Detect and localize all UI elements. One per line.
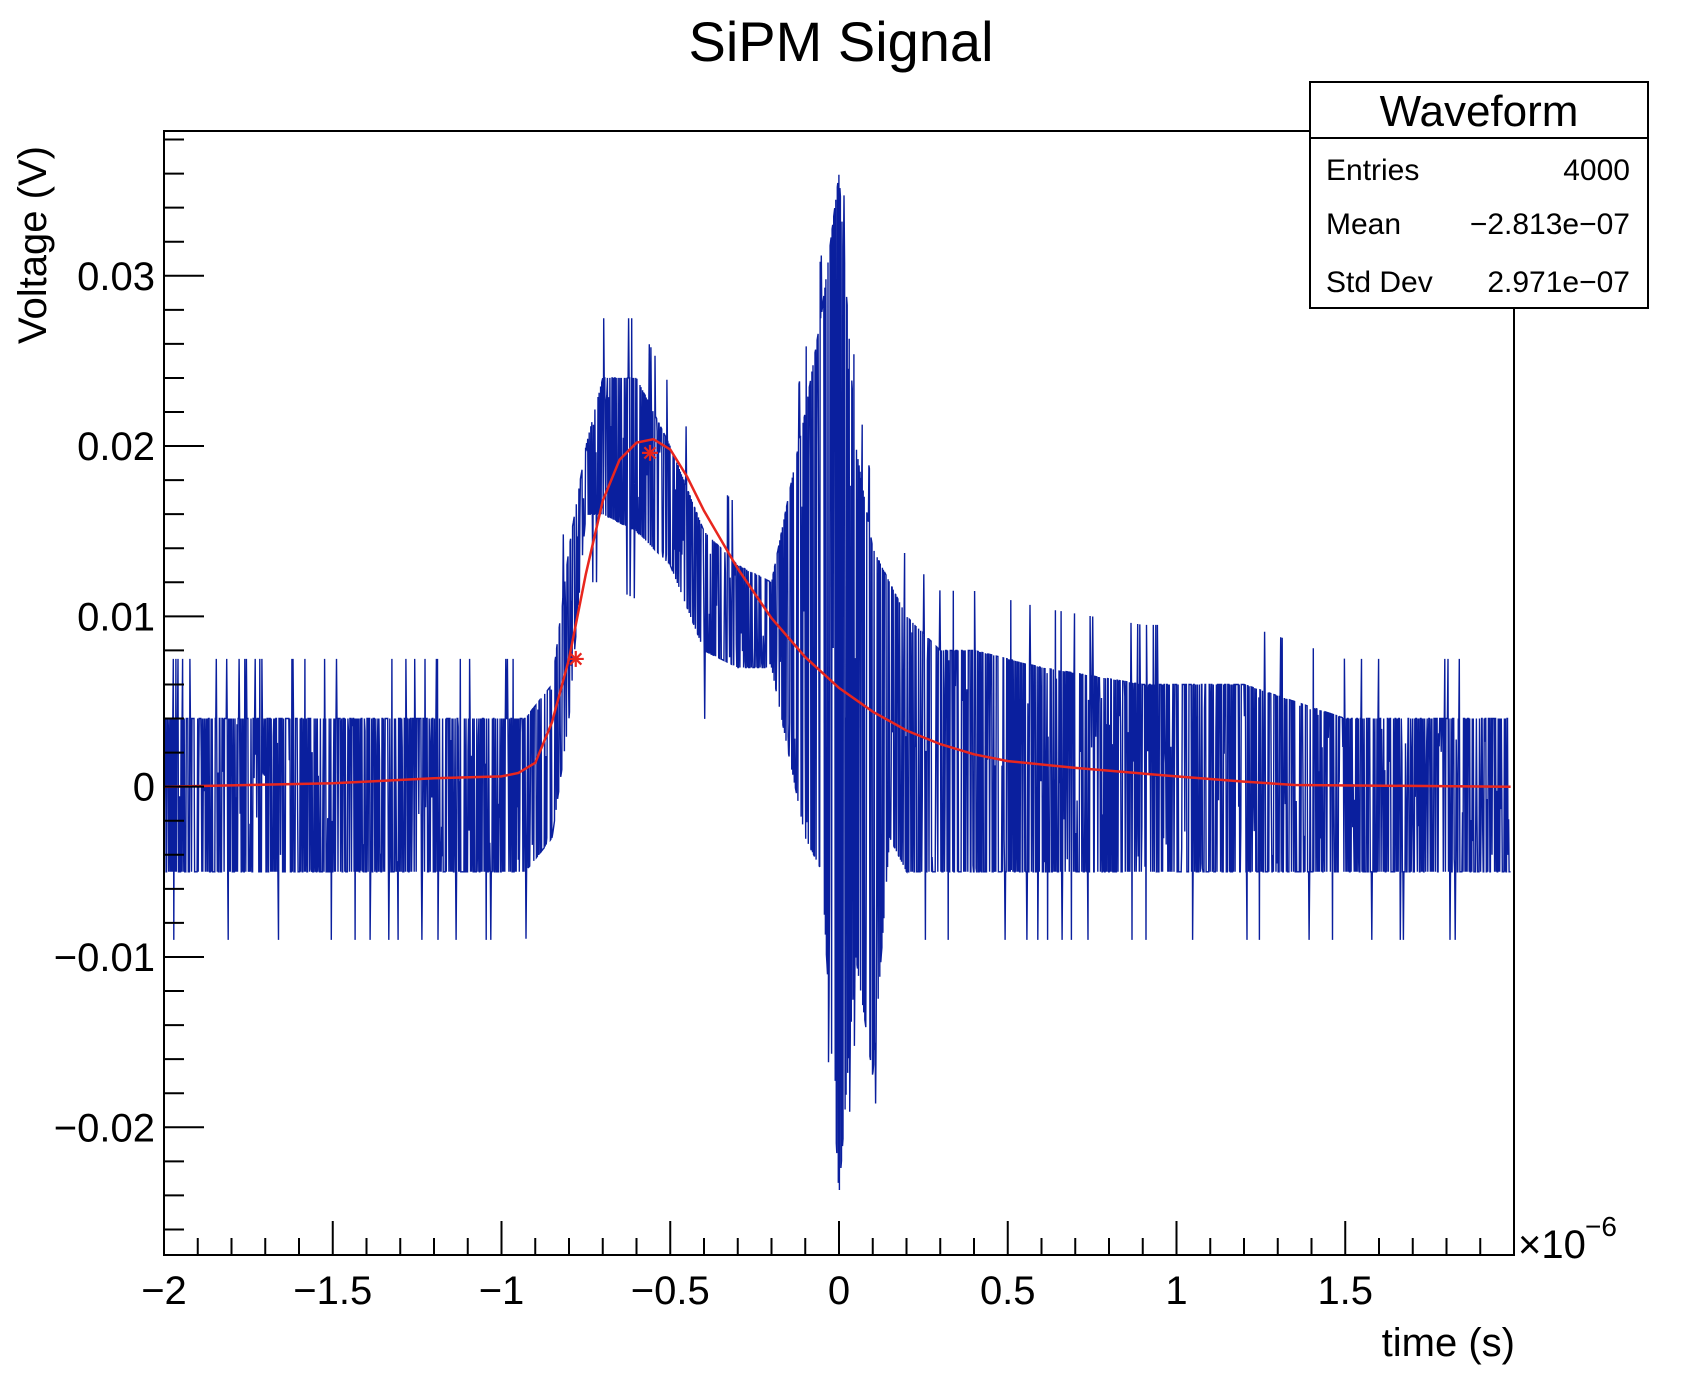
y-tick-label: −0.02	[54, 1106, 155, 1150]
chart-title: SiPM Signal	[688, 10, 993, 73]
series-fit-line	[164, 437, 1511, 788]
stats-box-title: Waveform	[1380, 87, 1579, 136]
fit-marker	[567, 650, 584, 667]
y-tick-label: 0.03	[77, 255, 155, 299]
stats-box-frame	[1309, 81, 1649, 309]
x-tick-label: 1.5	[1317, 1269, 1373, 1313]
x-axis: −2 −1.5 −1 −0.5 0 0.5 1 1.5	[141, 1221, 1515, 1313]
x-axis-label: time (s)	[1382, 1321, 1515, 1365]
x-tick-label: 0	[828, 1269, 850, 1313]
fit-marker	[642, 444, 658, 461]
plot-area	[164, 174, 1511, 1191]
x-exponent-base: ×10	[1518, 1223, 1586, 1267]
stats-box: Waveform Entries 4000 Mean −2.813e−07 St…	[1309, 81, 1649, 309]
y-axis-label: Voltage (V)	[11, 146, 55, 344]
x-exponent-power: −6	[1585, 1211, 1617, 1242]
y-tick-label: −0.01	[54, 936, 155, 980]
x-tick-label: −0.5	[631, 1269, 710, 1313]
stats-mean-label: Mean	[1326, 208, 1401, 241]
stats-mean-value: −2.813e−07	[1470, 208, 1630, 241]
y-tick-label: 0.02	[77, 425, 155, 469]
stats-stddev-value: 2.971e−07	[1487, 266, 1630, 299]
y-axis: −0.02 −0.01 0 0.01 0.02 0.03	[54, 138, 204, 1231]
x-tick-label: 0.5	[980, 1269, 1036, 1313]
x-tick-label: −1.5	[293, 1269, 372, 1313]
x-tick-label: −2	[141, 1269, 187, 1313]
y-tick-label: 0.01	[77, 595, 155, 639]
x-tick-label: −1	[479, 1269, 525, 1313]
series-waveform	[164, 174, 1511, 1191]
stats-stddev-label: Std Dev	[1326, 266, 1433, 299]
y-tick-label: 0	[133, 766, 155, 810]
stats-entries-label: Entries	[1326, 154, 1419, 187]
stats-entries-value: 4000	[1563, 154, 1630, 187]
x-exponent: ×10 −6	[1518, 1211, 1617, 1267]
x-tick-label: 1	[1165, 1269, 1187, 1313]
fit-markers	[567, 444, 658, 667]
